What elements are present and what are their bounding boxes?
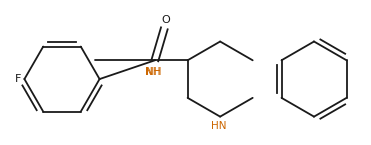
Text: NH: NH xyxy=(146,67,162,77)
Text: O: O xyxy=(161,15,170,25)
Text: NH: NH xyxy=(145,67,161,77)
Text: F: F xyxy=(15,74,22,84)
Text: HN: HN xyxy=(211,121,227,131)
